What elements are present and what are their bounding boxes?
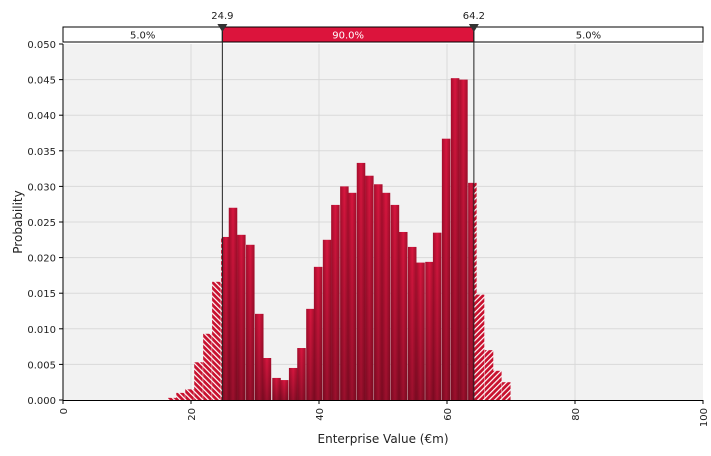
y-tick-label: 0.005: [27, 360, 56, 371]
histogram-bar: [203, 333, 212, 400]
x-tick-label: 0: [59, 408, 70, 414]
histogram-bar: [484, 350, 494, 400]
band-region-label: 5.0%: [576, 31, 601, 42]
y-tick-label: 0.035: [27, 147, 56, 158]
histogram-bar: [475, 294, 485, 400]
y-tick-label: 0.000: [27, 396, 56, 407]
y-axis-ticks: 0.000 0.005 0.010 0.015 0.020 0.025 0.030 0.035…: [27, 40, 63, 407]
x-axis-ticks: 0 20 40 60 80 100: [59, 400, 710, 427]
delimiter-handle-icon[interactable]: [468, 24, 479, 32]
x-tick-label: 100: [699, 408, 710, 427]
x-tick-label: 60: [443, 408, 454, 421]
band-region-label: 90.0%: [332, 31, 364, 42]
x-axis-title: Enterprise Value (€m): [318, 432, 449, 446]
delimiter-markers[interactable]: 24.9 64.2: [211, 11, 485, 400]
delimiter-value-right: 64.2: [463, 11, 485, 22]
y-tick-label: 0.050: [27, 40, 56, 51]
histogram-bar: [185, 389, 194, 400]
x-tick-label: 20: [187, 408, 198, 421]
delimiter-value-left: 24.9: [211, 11, 233, 22]
y-tick-label: 0.015: [27, 289, 56, 300]
y-tick-label: 0.020: [27, 254, 56, 265]
delimiter-handle-icon[interactable]: [217, 24, 228, 32]
histogram-bar: [176, 392, 185, 400]
y-tick-label: 0.010: [27, 325, 56, 336]
x-tick-label: 40: [315, 408, 326, 421]
y-axis-title: Probability: [11, 190, 25, 253]
histogram-bar: [221, 236, 223, 400]
band-region-label: 5.0%: [130, 31, 155, 42]
y-tick-label: 0.030: [27, 182, 56, 193]
histogram-bar: [502, 382, 511, 400]
y-tick-label: 0.045: [27, 76, 56, 87]
histogram-bar: [194, 362, 203, 400]
y-tick-label: 0.040: [27, 111, 56, 122]
histogram-bar: [212, 281, 221, 400]
delimiter-band[interactable]: 5.0% 90.0% 5.0%: [62, 26, 704, 43]
x-tick-label: 80: [571, 408, 582, 421]
histogram-bar: [167, 397, 177, 400]
y-tick-label: 0.025: [27, 218, 56, 229]
histogram-bar: [473, 182, 477, 400]
histogram-bars: [167, 78, 511, 401]
histogram-bar: [493, 370, 502, 400]
